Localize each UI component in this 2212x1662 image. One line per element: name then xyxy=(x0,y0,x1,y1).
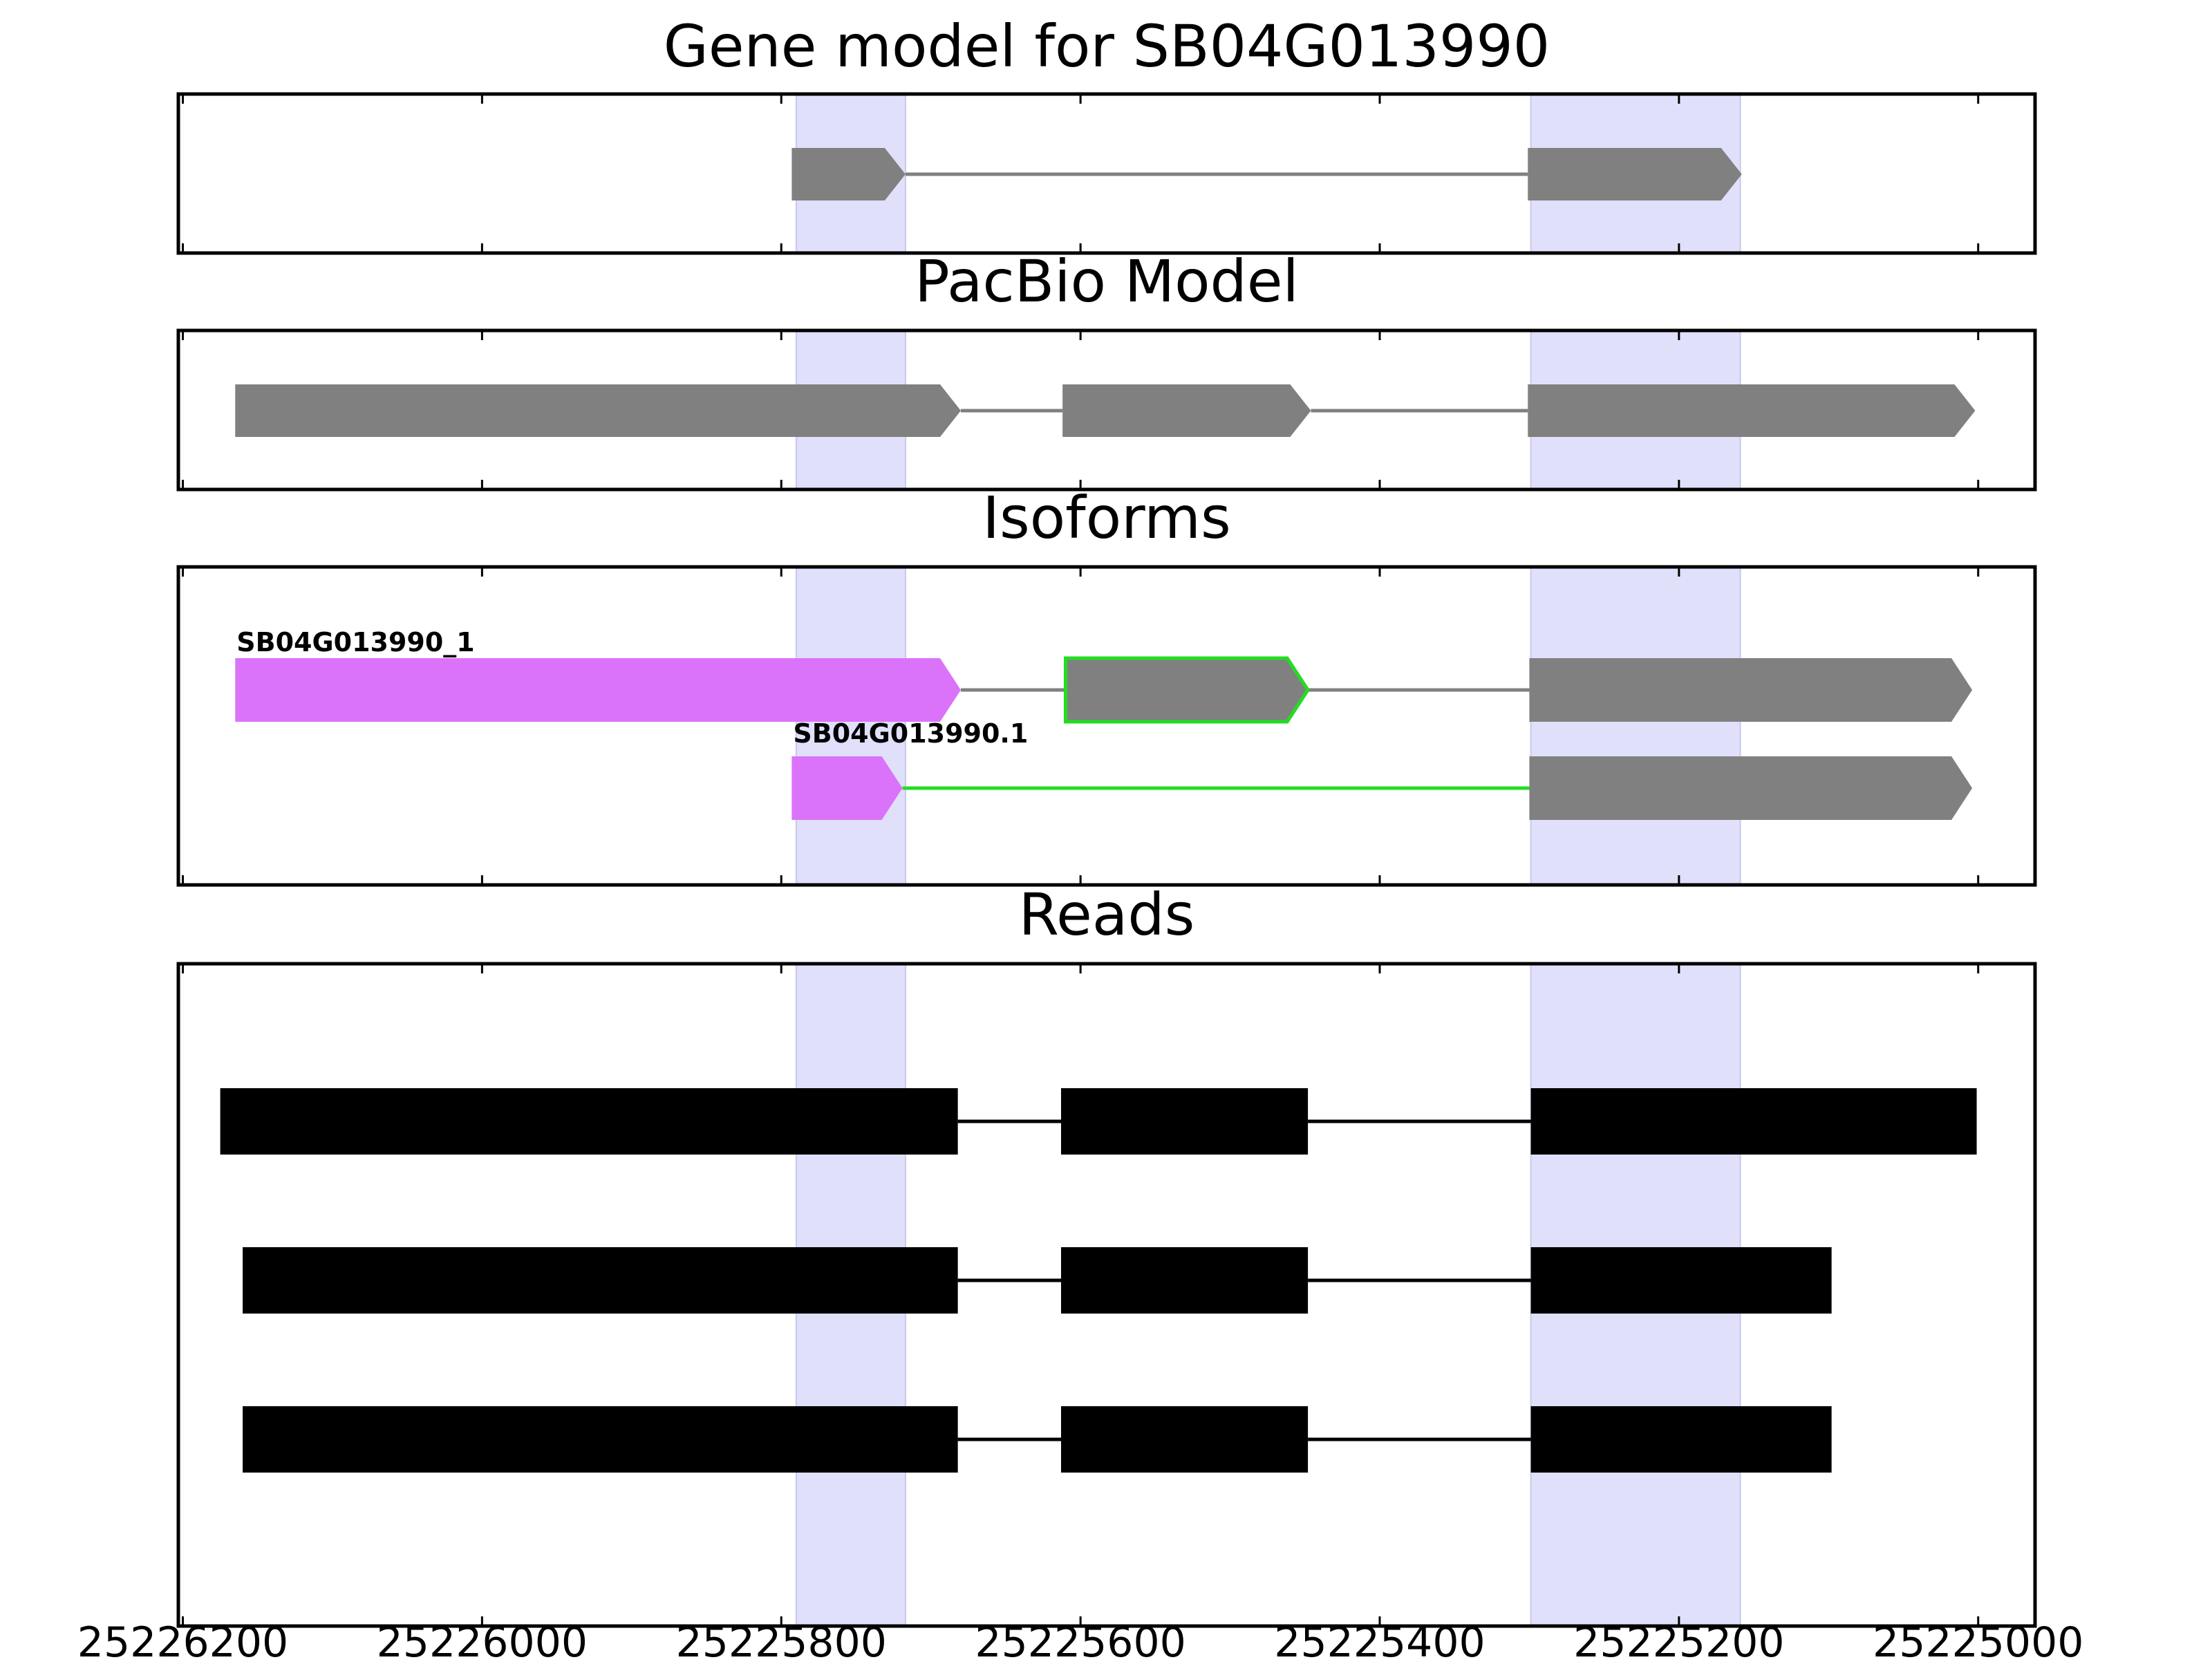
transcript-track xyxy=(235,656,1973,724)
isoform-label: SB04G013990.1 xyxy=(793,718,1028,749)
exon-block xyxy=(791,148,906,200)
tick-label: 25225800 xyxy=(676,1618,887,1659)
read-block xyxy=(1060,1088,1309,1155)
exon-block xyxy=(235,384,961,437)
panel-frame xyxy=(176,565,2037,887)
read-block xyxy=(1060,1247,1309,1314)
tick-label: 25225000 xyxy=(1873,1618,2083,1659)
tick-label: 25225400 xyxy=(1274,1618,1485,1659)
panel-title: PacBio Model xyxy=(915,248,1299,315)
exon-block xyxy=(1063,656,1311,724)
transcript-track xyxy=(791,148,1742,200)
panel-reads xyxy=(220,1088,1977,1473)
transcript-track xyxy=(791,756,1973,820)
transcript-track xyxy=(235,384,1976,437)
panel-title: Reads xyxy=(1019,881,1195,949)
panel-isoforms xyxy=(235,656,1973,820)
tick-label: 25225200 xyxy=(1573,1618,1784,1659)
panel-frame xyxy=(176,92,2037,255)
exon-block xyxy=(1528,384,1976,437)
exon-block xyxy=(1529,756,1973,820)
panel-pacbio-model xyxy=(235,384,1976,437)
read-track xyxy=(243,1247,1832,1314)
read-block xyxy=(220,1088,958,1155)
tick-label: 25226000 xyxy=(377,1618,588,1659)
panel-gene-model xyxy=(791,148,1742,200)
panel-title: Isoforms xyxy=(982,484,1231,552)
read-block xyxy=(243,1247,958,1314)
read-block xyxy=(243,1406,958,1473)
panel-frame xyxy=(176,962,2037,1628)
exon-block xyxy=(1062,384,1311,437)
tick-label: 25226200 xyxy=(77,1618,288,1659)
read-block xyxy=(1530,1247,1832,1314)
tick-label: 25225600 xyxy=(975,1618,1185,1659)
exon-block xyxy=(235,658,961,722)
exon-block xyxy=(1529,658,1973,722)
read-block xyxy=(1530,1088,1977,1155)
exon-block xyxy=(1528,148,1742,200)
read-track xyxy=(220,1088,1977,1155)
read-block xyxy=(1530,1406,1832,1473)
panel-title: Gene model for SB04G013990 xyxy=(664,12,1550,80)
highlight-band-isoforms xyxy=(1530,566,1741,886)
isoform-label: SB04G013990_1 xyxy=(236,627,475,657)
read-block xyxy=(1060,1406,1309,1473)
read-track xyxy=(243,1406,1832,1473)
exon-block xyxy=(791,756,903,820)
panel-frame xyxy=(176,328,2037,492)
